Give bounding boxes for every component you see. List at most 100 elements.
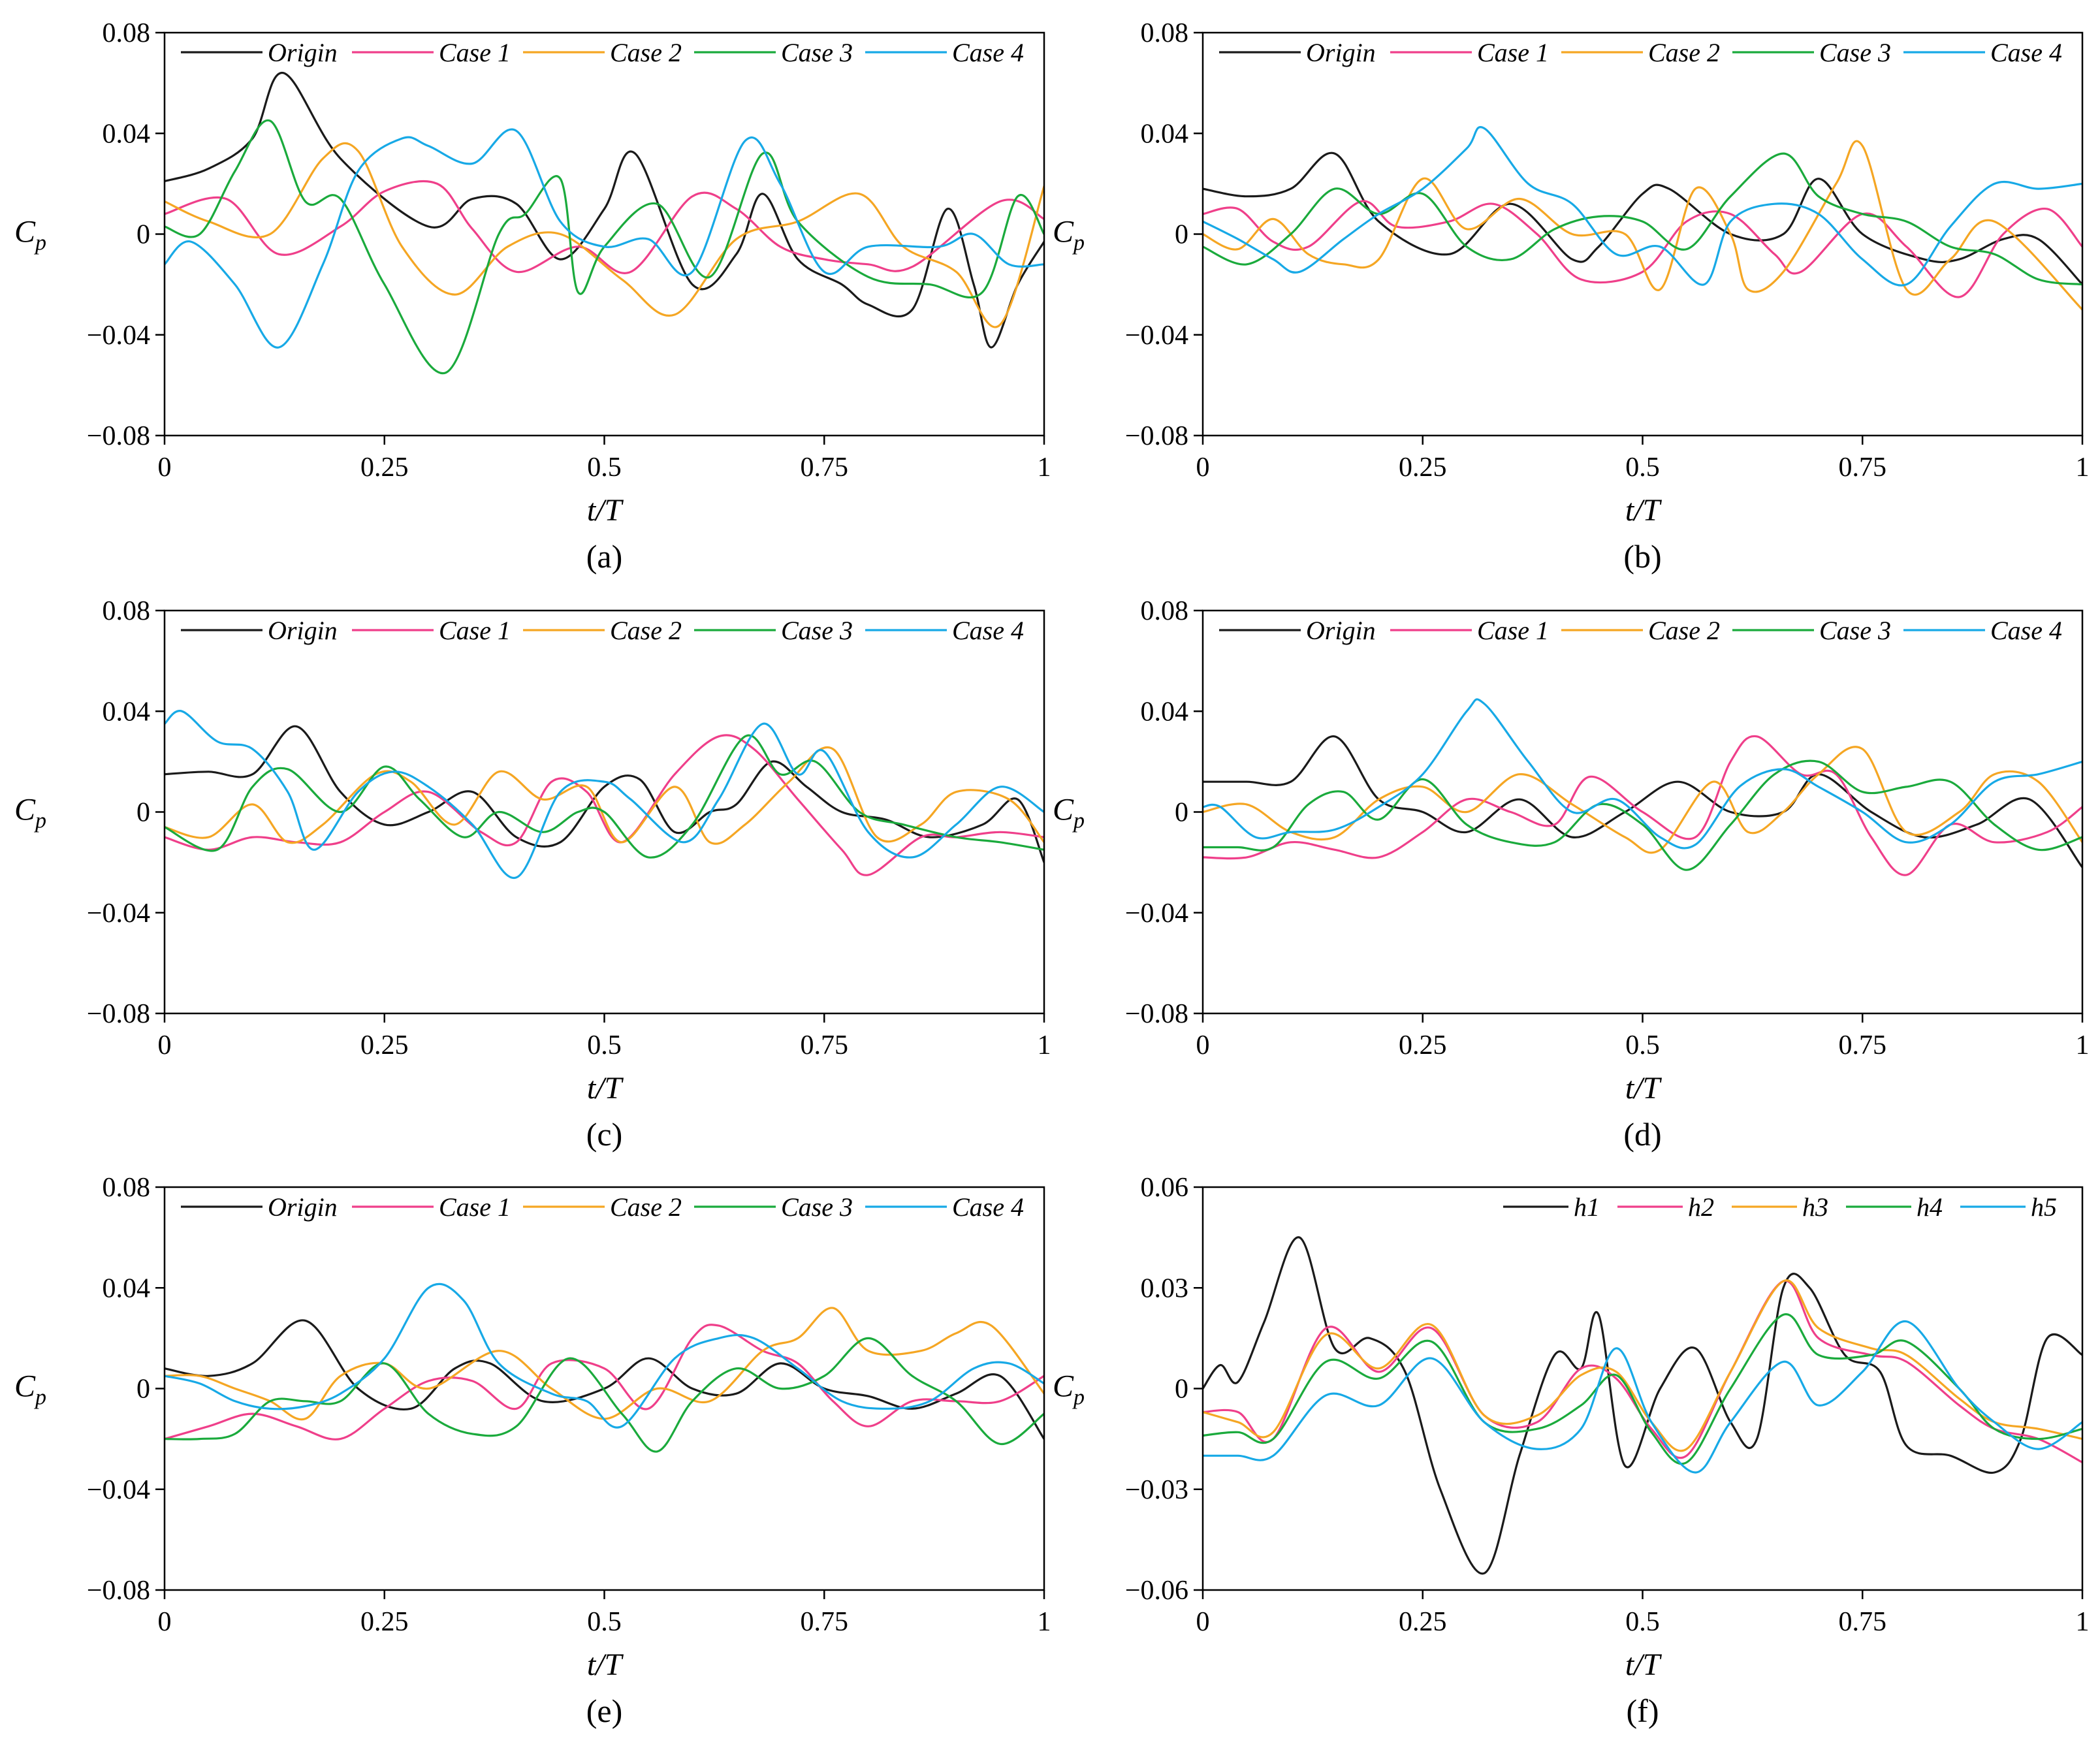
x-tick-label: 0.75 xyxy=(801,453,849,483)
y-tick-label: −0.08 xyxy=(87,421,150,451)
x-tick-label: 0.75 xyxy=(801,1607,849,1637)
legend-label-case-4: Case 4 xyxy=(952,616,1024,645)
x-tick-label: 0.5 xyxy=(587,1607,622,1637)
legend-label-case-1: Case 1 xyxy=(439,616,511,645)
legend-label-case-1: Case 1 xyxy=(439,38,511,67)
legend-label-case-2: Case 2 xyxy=(610,1192,682,1222)
series-line-case-3 xyxy=(165,119,1044,375)
panel-d: 0 0.25 0.5 0.75 1 −0.08 −0.04 0 0.04 0.08 Cp t/T (d)… xyxy=(1053,596,2090,1153)
x-tick-label: 0.75 xyxy=(801,1030,849,1060)
series-line-origin xyxy=(165,725,1044,864)
x-tick-label: 0.5 xyxy=(1625,1607,1660,1637)
series-line-case-4 xyxy=(165,710,1044,879)
x-tick-label: 0 xyxy=(158,1030,172,1060)
series-line-h3 xyxy=(1203,1279,2082,1452)
x-tick-label: 0.75 xyxy=(1839,1607,1887,1637)
x-tick-label: 0 xyxy=(1196,453,1210,483)
series-line-case-1 xyxy=(165,180,1044,274)
legend-label-case-3: Case 3 xyxy=(781,38,853,67)
y-tick-label: 0 xyxy=(136,1375,150,1405)
legend: h1 h2 h3 h4 h5 xyxy=(1503,1192,2057,1222)
series-line-case-1 xyxy=(1203,200,2082,298)
y-tick-label: 0.03 xyxy=(1141,1273,1189,1303)
legend-label-case-4: Case 4 xyxy=(1990,616,2062,645)
series-line-case-1 xyxy=(1203,735,2082,876)
legend: Origin Case 1 Case 2 Case 3 Case 4 xyxy=(181,38,1024,67)
y-tick-label: −0.04 xyxy=(1125,321,1188,351)
y-tick-label: 0.04 xyxy=(1141,697,1189,727)
panel-label: (e) xyxy=(586,1693,623,1729)
y-tick-label: −0.08 xyxy=(1125,421,1188,451)
series-line-case-3 xyxy=(1203,152,2082,286)
legend: Origin Case 1 Case 2 Case 3 Case 4 xyxy=(1219,38,2062,67)
x-tick-label: 0.75 xyxy=(1839,1030,1887,1060)
series-group xyxy=(165,1282,1044,1453)
series-line-origin xyxy=(1203,735,2082,868)
panel-e: 0 0.25 0.5 0.75 1 −0.08 −0.04 0 0.04 0.08 Cp t/T (e)… xyxy=(14,1173,1051,1729)
panel-c: 0 0.25 0.5 0.75 1 −0.08 −0.04 0 0.04 0.08 Cp t/T (c)… xyxy=(14,596,1051,1153)
legend-label-case-2: Case 2 xyxy=(610,38,682,67)
y-tick-label: 0 xyxy=(136,220,150,250)
legend: Origin Case 1 Case 2 Case 3 Case 4 xyxy=(1219,616,2062,645)
x-tick-label: 0.5 xyxy=(1625,1030,1660,1060)
series-group xyxy=(165,710,1044,879)
series-line-case-1 xyxy=(165,1324,1044,1440)
series-line-case-4 xyxy=(1203,698,2082,850)
legend-label-case-3: Case 3 xyxy=(1819,38,1891,67)
series-line-case-2 xyxy=(1203,746,2082,854)
legend-label-case-3: Case 3 xyxy=(1819,616,1891,645)
y-tick-label: −0.08 xyxy=(87,999,150,1029)
y-tick-label: −0.04 xyxy=(87,899,150,929)
series-group xyxy=(165,72,1044,375)
x-tick-label: 1 xyxy=(2076,1607,2090,1637)
x-tick-label: 0.25 xyxy=(1399,1607,1447,1637)
legend-label-origin: Origin xyxy=(1306,38,1376,67)
legend-label-case-2: Case 2 xyxy=(1648,38,1720,67)
panel-label: (f) xyxy=(1627,1693,1659,1729)
y-tick-label: −0.04 xyxy=(87,1475,150,1505)
legend-label-case-2: Case 2 xyxy=(610,616,682,645)
legend-label-origin: Origin xyxy=(268,616,338,645)
series-line-origin xyxy=(165,72,1044,349)
legend-label-origin: Origin xyxy=(268,38,338,67)
legend-label-origin: Origin xyxy=(268,1192,338,1222)
panel-f: 0 0.25 0.5 0.75 1 −0.06 −0.03 0 0.03 0.06 Cp t/T (f)… xyxy=(1053,1173,2090,1729)
x-axis-label: t/T xyxy=(1625,1647,1663,1682)
y-axis-label: Cp xyxy=(1053,1369,1085,1410)
legend-label-h2: h2 xyxy=(1688,1192,1714,1222)
plot-frame xyxy=(163,31,1045,437)
panel-b: 0 0.25 0.5 0.75 1 −0.08 −0.04 0 0.04 0.08 Cp t/T (b)… xyxy=(1053,18,2090,575)
legend-label-h5: h5 xyxy=(2031,1192,2057,1222)
legend-label-case-4: Case 4 xyxy=(1990,38,2062,67)
y-tick-label: 0 xyxy=(1175,220,1188,250)
y-tick-label: 0 xyxy=(1175,798,1188,828)
y-tick-label: 0.04 xyxy=(103,1273,151,1303)
legend-label-case-1: Case 1 xyxy=(1477,38,1549,67)
series-line-case-3 xyxy=(1203,759,2082,871)
x-tick-label: 1 xyxy=(1038,1030,1051,1060)
series-group xyxy=(1203,1236,2082,1575)
legend-label-h1: h1 xyxy=(1574,1192,1600,1222)
y-tick-label: 0.06 xyxy=(1141,1173,1189,1203)
x-tick-label: 0 xyxy=(158,453,172,483)
y-axis-label: Cp xyxy=(14,215,46,255)
y-tick-label: 0.08 xyxy=(1141,18,1189,48)
panel-a: 0 0.25 0.5 0.75 1 −0.08 −0.04 0 0.04 0.08 Cp t/T (a)… xyxy=(14,18,1051,575)
y-tick-label: −0.03 xyxy=(1125,1475,1188,1505)
plot-frame xyxy=(1201,31,2084,437)
x-tick-label: 0.5 xyxy=(587,1030,622,1060)
y-tick-label: −0.06 xyxy=(1125,1576,1188,1606)
series-line-case-2 xyxy=(165,1307,1044,1421)
series-line-origin xyxy=(165,1319,1044,1440)
series-line-case-3 xyxy=(165,734,1044,859)
y-tick-label: −0.08 xyxy=(87,1576,150,1606)
series-line-origin xyxy=(1203,151,2082,286)
y-tick-label: 0 xyxy=(1175,1375,1188,1405)
legend-label-case-4: Case 4 xyxy=(952,1192,1024,1222)
series-line-case-2 xyxy=(1203,140,2082,311)
x-axis-label: t/T xyxy=(587,1071,624,1106)
series-line-h4 xyxy=(1203,1313,2082,1465)
series-line-case-4 xyxy=(165,128,1044,349)
x-tick-label: 1 xyxy=(2076,1030,2090,1060)
